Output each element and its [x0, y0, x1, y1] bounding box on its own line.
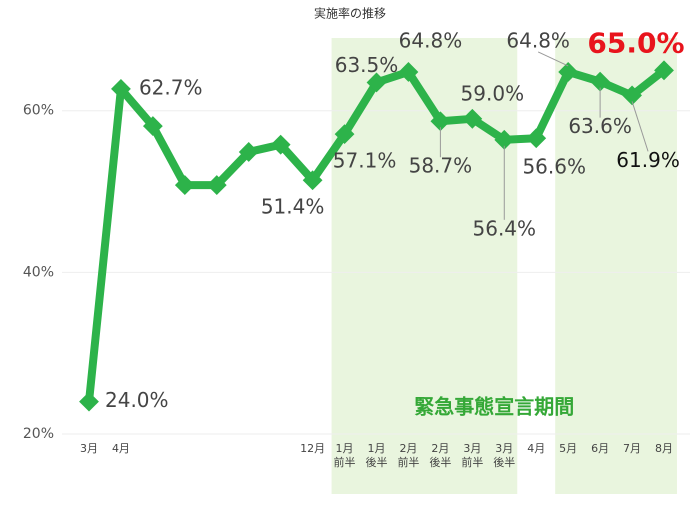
data-label: 58.7% [409, 154, 473, 178]
leader-line [537, 51, 569, 67]
point [111, 79, 131, 99]
point [398, 62, 419, 82]
highlight-label: 緊急事態宣言期間 [414, 395, 574, 419]
x-tick-label: 2月 後半 [429, 442, 452, 469]
point [270, 134, 291, 155]
y-tick-label: 60% [23, 103, 54, 119]
point [79, 391, 99, 412]
point [366, 72, 387, 93]
point [430, 111, 451, 132]
highlight-bands [331, 38, 677, 494]
x-tick-label: 8月 [655, 442, 673, 455]
point [302, 170, 323, 191]
data-label: 61.9% [616, 148, 680, 172]
data-label: 51.4% [261, 195, 325, 219]
data-label: 63.6% [568, 114, 632, 138]
data-label: 59.0% [461, 81, 525, 105]
x-tick-label: 1月 前半 [333, 442, 356, 469]
data-label: 65.0% [587, 26, 684, 59]
data-label: 56.4% [473, 216, 537, 240]
highlight-band [555, 38, 677, 494]
data-label: 57.1% [333, 149, 397, 173]
highlight-band [331, 38, 518, 494]
point [174, 175, 195, 195]
x-tick-label: 2月 前半 [397, 442, 420, 469]
x-tick-label: 6月 [591, 442, 610, 455]
data-label: 62.7% [139, 75, 203, 99]
point [142, 116, 163, 136]
y-tick-label: 20% [23, 426, 54, 442]
x-tick-label: 4月 [527, 442, 546, 455]
data-label: 64.8% [506, 28, 570, 52]
point [206, 175, 227, 195]
point [238, 142, 259, 162]
data-label: 24.0% [105, 388, 169, 412]
x-tick-label: 12月 [300, 442, 326, 455]
chart-title: 実施率の推移 [314, 6, 386, 21]
data-label: 56.6% [522, 155, 586, 179]
x-tick-label: 5月 [559, 442, 578, 455]
x-tick-label: 7月 [623, 442, 642, 455]
x-tick-label: 4月 [111, 442, 130, 455]
y-tick-label: 40% [23, 264, 54, 280]
x-tick-label: 3月 後半 [493, 442, 516, 469]
x-tick-label: 1月 後半 [365, 442, 388, 469]
x-tick-label: 3月 [80, 442, 98, 455]
leader-line [631, 101, 649, 152]
data-label: 64.8% [399, 28, 463, 52]
data-label: 63.5% [335, 53, 399, 77]
x-tick-label: 3月 前半 [461, 442, 484, 469]
point [494, 129, 515, 150]
point [462, 108, 483, 129]
